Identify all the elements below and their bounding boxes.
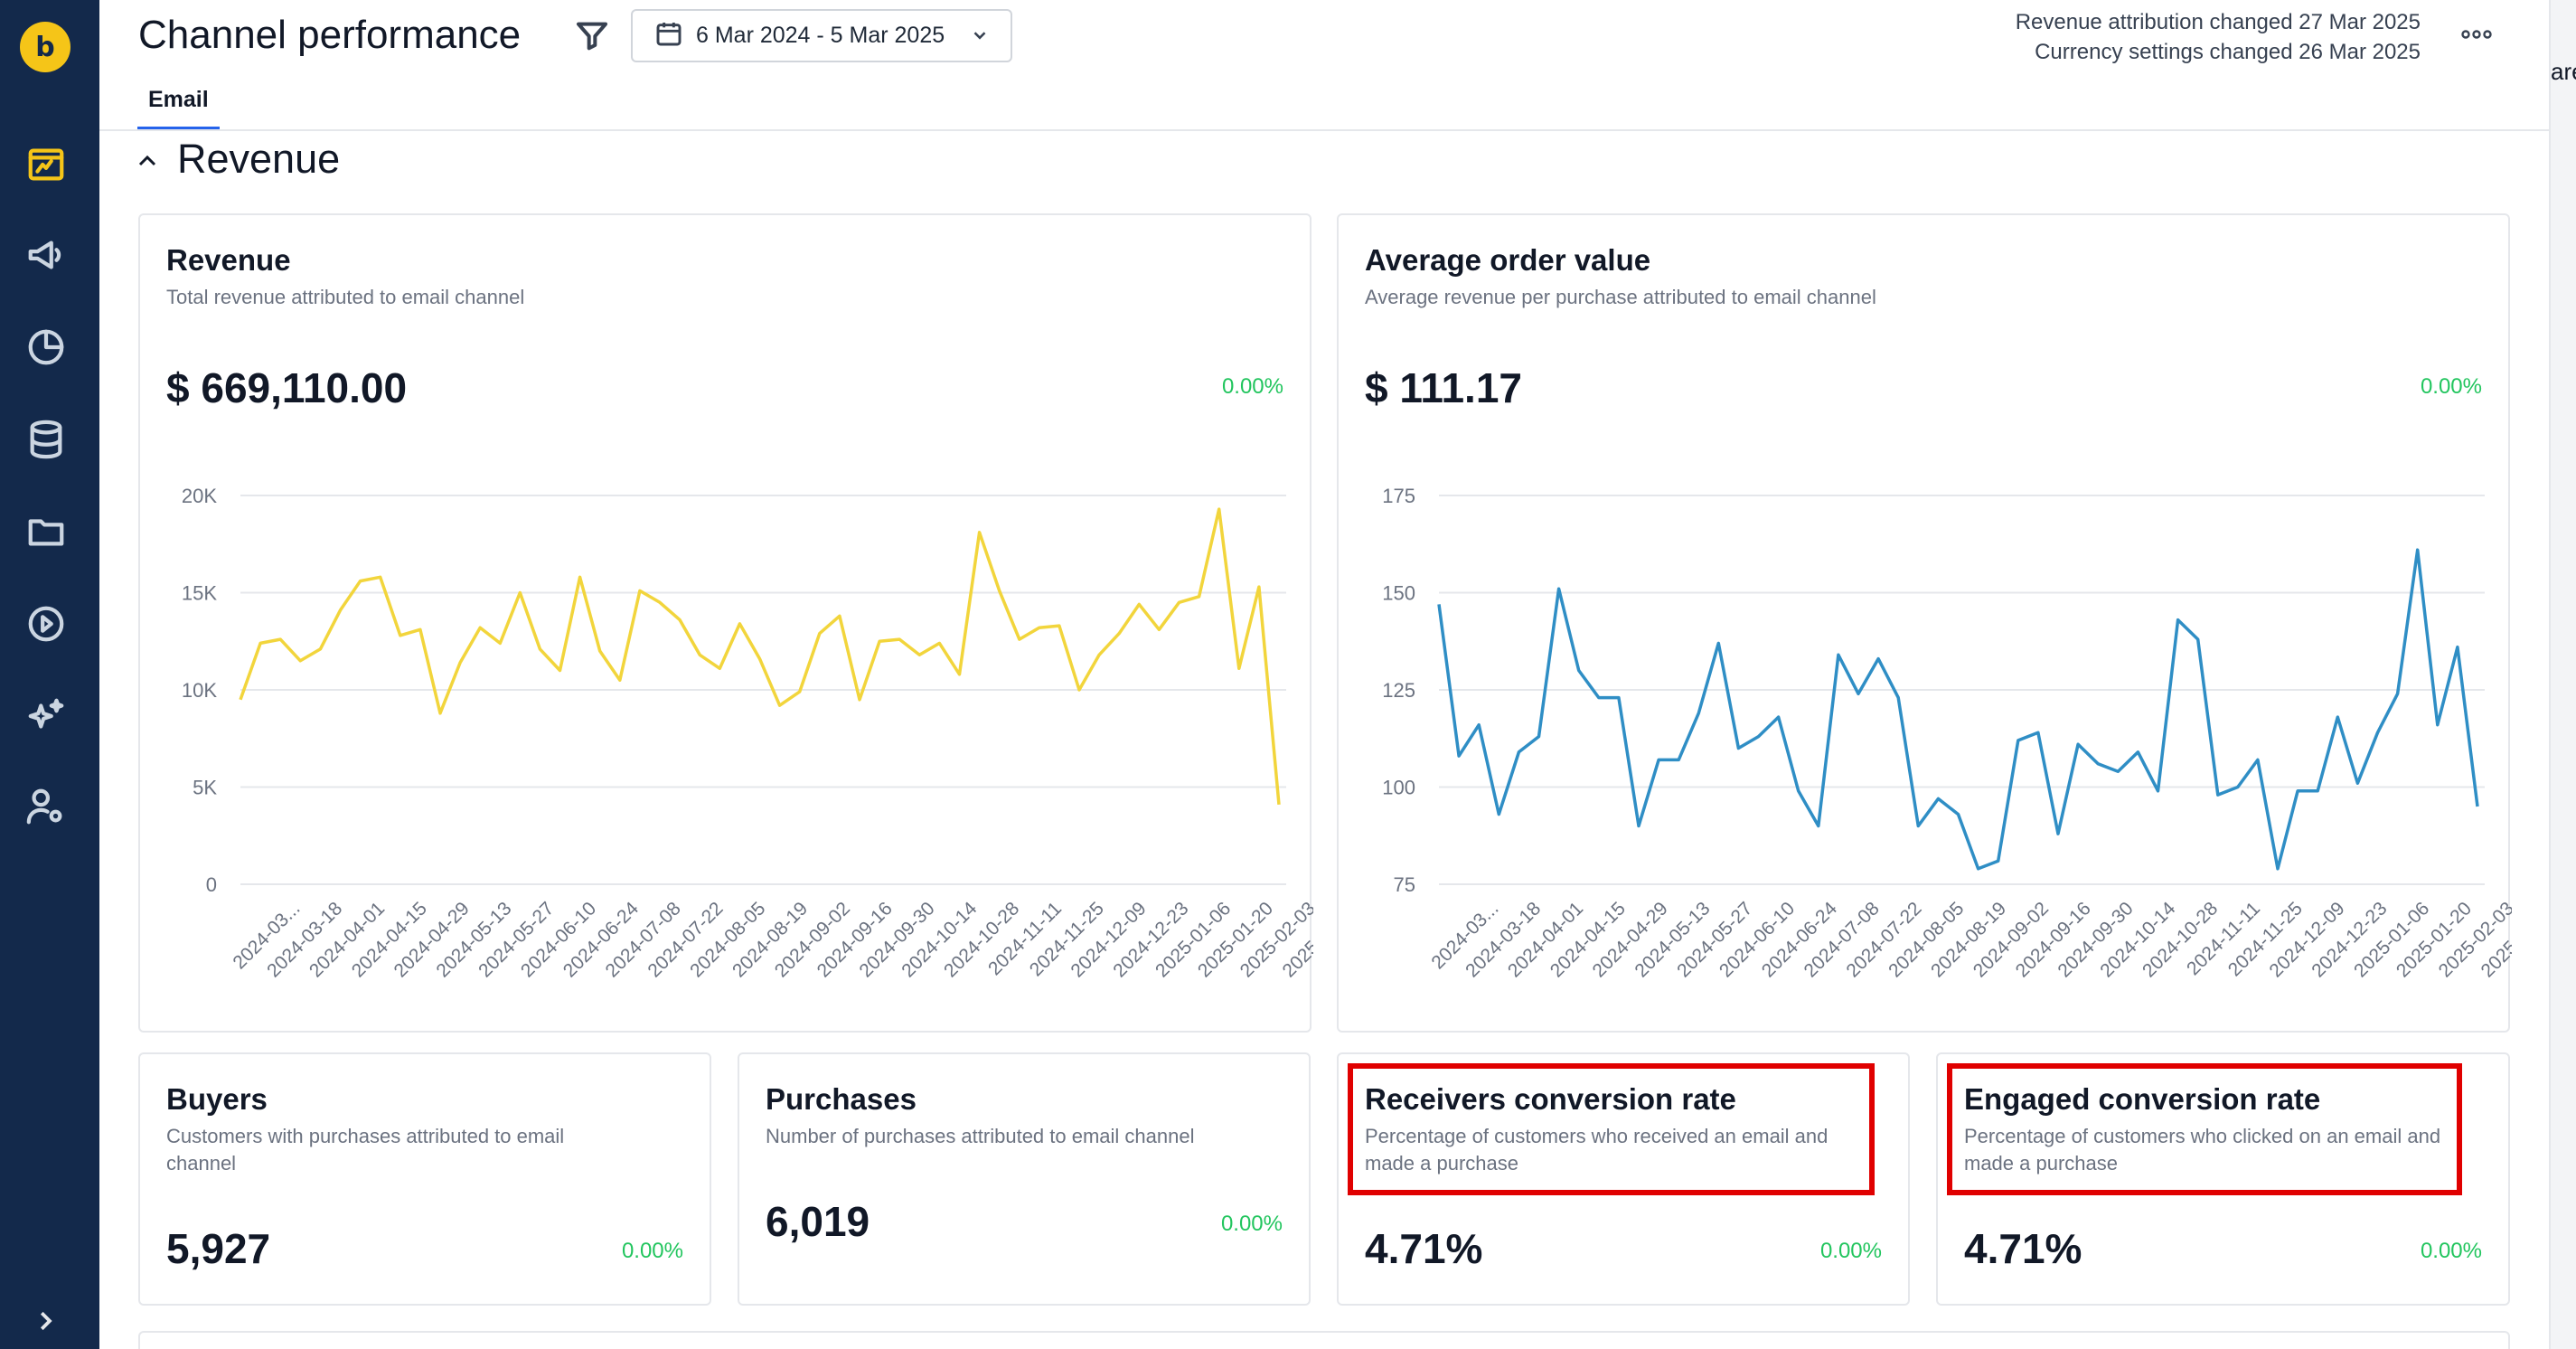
card-change: 0.00% (1819, 1239, 1882, 1263)
adjacent-panel-edge: are (2549, 0, 2576, 1349)
megaphone-icon[interactable] (23, 231, 70, 278)
highlight-engaged-conversion (1947, 1063, 2462, 1195)
folder-icon[interactable] (23, 508, 70, 555)
card-change: 0.00% (1221, 374, 1283, 399)
aov-card: Average order value Average revenue per … (1337, 213, 2512, 1033)
card-title: Engaged conversion rate (1964, 1082, 2321, 1116)
card-subtitle: Average revenue per purchase attributed … (1365, 286, 1876, 308)
receivers-conversion-card: Receivers conversion rate Percentage of … (1337, 1052, 1910, 1306)
calendar-icon (654, 19, 683, 52)
tab-email[interactable]: Email (137, 87, 220, 129)
sidebar: b (0, 0, 99, 1349)
highlight-receivers-conversion (1348, 1063, 1875, 1195)
card-change: 0.00% (2420, 374, 2482, 399)
adjacent-panel-text: are (2551, 58, 2576, 85)
chevron-down-icon (957, 22, 990, 50)
section-title: Revenue (177, 136, 341, 182)
sparkles-icon[interactable] (23, 693, 70, 740)
play-circle-icon[interactable] (23, 600, 70, 647)
card-title: Receivers conversion rate (1365, 1082, 1736, 1116)
change-notes: Revenue attribution changed 27 Mar 2025 … (2016, 7, 2421, 67)
aov-line-chart: 751001251501752024-03...2024-03-182024-0… (1382, 485, 2512, 981)
revenue-card: Revenue Total revenue attributed to emai… (138, 213, 1313, 1033)
card-value: 4.71% (1964, 1225, 2082, 1272)
more-options-icon[interactable] (2460, 25, 2493, 43)
collapse-section-icon[interactable] (136, 152, 159, 170)
y-tick-label: 100 (1382, 777, 1415, 799)
y-tick-label: 0 (206, 873, 217, 896)
user-settings-icon[interactable] (23, 783, 70, 830)
y-tick-label: 15K (182, 582, 217, 605)
dashboard-icon[interactable] (23, 141, 70, 188)
expand-sidebar-icon[interactable] (32, 1307, 59, 1335)
revenue-line-chart: 05K10K15K20K2024-03...2024-03-182024-04-… (182, 485, 1313, 981)
card-value: $ 111.17 (1365, 364, 1522, 411)
y-tick-label: 175 (1382, 485, 1415, 507)
card-value: 6,019 (766, 1198, 870, 1245)
card-title: Revenue (166, 243, 291, 277)
attribution-change-note: Revenue attribution changed 27 Mar 2025 (2015, 10, 2421, 34)
y-tick-label: 20K (182, 485, 217, 507)
card-subtitle: Total revenue attributed to email channe… (166, 286, 525, 308)
card-subtitle: Customers with purchases attributed to e… (166, 1125, 565, 1174)
card-subtitle: Percentage of customers who clicked on a… (1964, 1125, 2441, 1174)
series-line[interactable] (1437, 548, 2479, 871)
card-subtitle: Number of purchases attributed to email … (766, 1125, 1195, 1147)
database-icon[interactable] (23, 416, 70, 463)
date-range-label: 6 Mar 2024 - 5 Mar 2025 (696, 23, 945, 48)
card-value: $ 669,110.00 (166, 364, 408, 411)
date-range-picker[interactable]: 6 Mar 2024 - 5 Mar 2025 (631, 9, 1012, 62)
buyers-card: Buyers Customers with purchases attribut… (138, 1052, 711, 1306)
next-card (138, 1331, 2510, 1349)
card-title: Buyers (166, 1082, 268, 1116)
y-tick-label: 75 (1394, 873, 1415, 896)
card-title: Purchases (766, 1082, 917, 1116)
filter-icon[interactable] (574, 18, 610, 54)
card-value: 5,927 (166, 1225, 271, 1272)
y-tick-label: 150 (1382, 582, 1415, 605)
card-value: 4.71% (1365, 1225, 1483, 1272)
y-tick-label: 125 (1382, 679, 1415, 702)
card-change: 0.00% (621, 1239, 683, 1263)
engaged-conversion-card: Engaged conversion rate Percentage of cu… (1936, 1052, 2510, 1306)
pie-chart-icon[interactable] (23, 324, 70, 371)
y-tick-label: 5K (193, 777, 217, 799)
card-change: 0.00% (2420, 1239, 2482, 1263)
card-change: 0.00% (1220, 1212, 1283, 1236)
page-header: Channel performance 6 Mar 2024 - 5 Mar 2… (99, 0, 2549, 131)
purchases-card: Purchases Number of purchases attributed… (738, 1052, 1311, 1306)
card-title: Average order value (1365, 243, 1651, 277)
page-title: Channel performance (138, 13, 522, 57)
brand-logo[interactable]: b (20, 22, 71, 72)
card-subtitle: Percentage of customers who received an … (1365, 1125, 1829, 1174)
series-line[interactable] (239, 507, 1281, 806)
currency-change-note: Currency settings changed 26 Mar 2025 (2035, 40, 2421, 64)
y-tick-label: 10K (182, 679, 217, 702)
